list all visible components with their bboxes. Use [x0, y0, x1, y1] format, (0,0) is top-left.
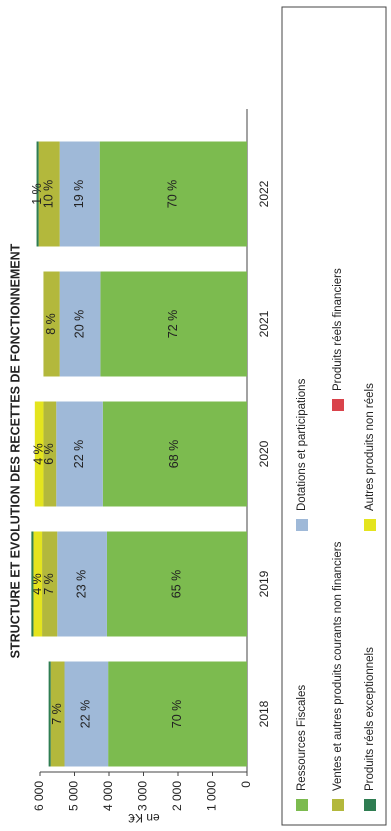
legend-swatch	[332, 399, 344, 411]
x-tick-label: 2021	[257, 310, 271, 337]
legend-label: Dotations et participations	[296, 378, 308, 511]
legend-swatch	[364, 519, 376, 531]
y-tick-label: 6 000	[32, 781, 46, 811]
y-tick-label: 3 000	[136, 781, 150, 811]
legend-swatch	[364, 799, 376, 811]
legend-label: Ventes et autres produits courants non f…	[332, 541, 344, 791]
bar-segment	[100, 271, 247, 377]
data-label: 70 %	[170, 700, 184, 729]
legend-label: Produits réels exceptionnels	[364, 647, 376, 791]
legend-swatch	[296, 799, 308, 811]
chart-title: STRUCTURE ET EVOLUTION DES RECETTES DE F…	[8, 243, 22, 658]
bar-segment	[31, 531, 34, 637]
y-axis-label: en K€	[128, 811, 160, 825]
bar-segment	[106, 531, 248, 637]
bar-segment	[38, 141, 60, 247]
bar-segment	[50, 661, 65, 767]
data-label: 4 %	[30, 573, 44, 595]
data-label: 20 %	[72, 310, 86, 339]
y-tick-label: 1 000	[205, 781, 219, 811]
legend-box	[281, 6, 387, 826]
bar-segment	[102, 401, 248, 507]
bar-segment	[43, 401, 57, 507]
data-label: 8 %	[44, 313, 58, 335]
data-label: 70 %	[166, 180, 180, 209]
data-label: 6 %	[42, 443, 56, 465]
y-tick-label: 2 000	[170, 781, 184, 811]
y-tick-label: 4 000	[101, 781, 115, 811]
bar-segment	[33, 531, 43, 637]
data-label: 10 %	[41, 180, 55, 209]
y-tick-label: 0	[239, 781, 253, 788]
bar-segment	[48, 661, 51, 767]
legend-swatch	[332, 799, 344, 811]
data-label: 22 %	[72, 440, 86, 469]
data-label: 23 %	[74, 570, 88, 599]
bar-segment	[57, 531, 107, 637]
bar-segment	[59, 271, 101, 377]
x-tick-label: 2020	[257, 440, 271, 467]
legend-label: Autres produits non réels	[364, 383, 376, 511]
bar-segment	[59, 141, 100, 247]
bar-segment	[43, 271, 60, 377]
data-label: 7 %	[42, 573, 56, 595]
bar-segment	[99, 141, 247, 247]
data-label: 4 %	[31, 443, 45, 465]
bar-segment	[36, 141, 39, 247]
y-tick-label: 5 000	[67, 781, 81, 811]
bar-segment	[56, 401, 103, 507]
data-label: 72 %	[166, 310, 180, 339]
data-label: 7 %	[50, 703, 64, 725]
data-label: 22 %	[79, 700, 93, 729]
legend-swatch	[296, 519, 308, 531]
data-label: 19 %	[72, 180, 86, 209]
data-label: 1 %	[30, 183, 44, 205]
data-label: 68 %	[167, 440, 181, 469]
x-tick-label: 2019	[257, 570, 271, 597]
legend-label: Produits réels financiers	[332, 268, 344, 391]
bar-segment	[108, 661, 247, 767]
legend-label: Ressources Fiscales	[296, 685, 308, 791]
data-label: 65 %	[169, 570, 183, 599]
bar-segment	[64, 661, 109, 767]
bar-segment	[34, 401, 44, 507]
x-tick-label: 2022	[257, 180, 271, 207]
bar-segment	[42, 531, 58, 637]
x-tick-label: 2018	[257, 700, 271, 727]
